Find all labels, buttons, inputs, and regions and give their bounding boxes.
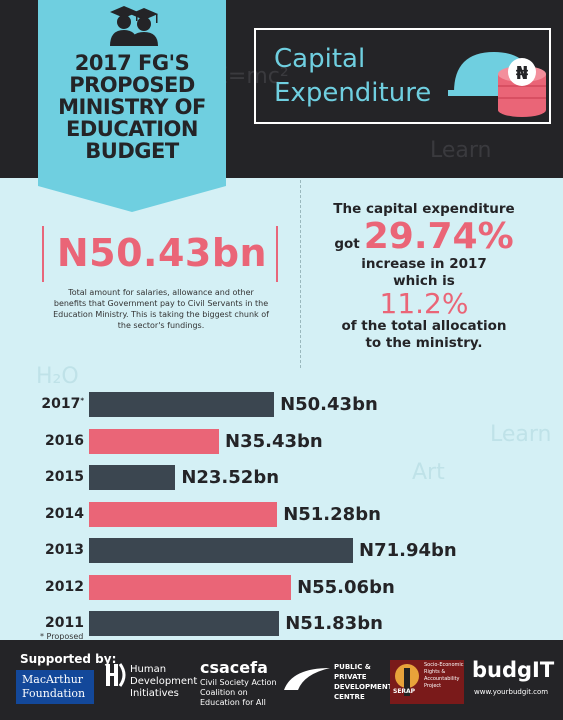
- proposed-note: * Proposed: [40, 632, 84, 641]
- csacefa-logo: csacefa: [200, 658, 268, 677]
- bg-scribble: Learn: [490, 422, 552, 447]
- serap-emblem-icon: [395, 664, 419, 696]
- capital-stat-line: to the ministry.: [365, 335, 483, 351]
- capital-title-line: Expenditure: [274, 78, 432, 108]
- serap-label: SERAP: [393, 688, 416, 695]
- serap-logo: [390, 660, 464, 704]
- bg-scribble: H₂O: [36, 364, 79, 389]
- capital-expenditure-box: Capital Expenditure ₦: [254, 28, 551, 124]
- salaries-description: Total amount for salaries, allowance and…: [53, 288, 269, 330]
- csacefa-name: Civil Society Action Coalition on Educat…: [200, 678, 277, 707]
- bar-value-label: N71.94bn: [359, 540, 457, 561]
- capital-stat-line: The capital expenditure: [333, 201, 515, 217]
- year-label: 2014: [45, 505, 84, 522]
- title-line: EDUCATION: [66, 117, 198, 141]
- bar: [89, 465, 176, 490]
- capital-increase-percent: 29.74%: [363, 216, 514, 257]
- year-label: 2017*: [41, 396, 84, 412]
- title-line: 2017 FG'S: [74, 51, 190, 75]
- page-title: 2017 FG'S PROPOSED MINISTRY OF EDUCATION…: [38, 52, 226, 162]
- year-label: 2013: [45, 542, 84, 558]
- year-label: 2011: [45, 615, 84, 631]
- bar: [89, 428, 220, 454]
- budgit-logo: budgIT: [472, 658, 555, 682]
- bar: [89, 611, 280, 636]
- bg-scribble: Learn: [430, 138, 492, 163]
- capital-share-percent: 11.2%: [379, 287, 469, 320]
- bar: [89, 574, 292, 600]
- title-line: BUDGET: [85, 139, 179, 163]
- capital-stat-got: got: [334, 236, 360, 252]
- bar-value-label: N35.43bn: [225, 430, 323, 452]
- budget-bar-chart: 2017* N50.43bn 2016 N35.43bn 2015 N23.52bn 201…: [0, 384, 563, 640]
- bar-value-label: N50.43bn: [280, 394, 378, 415]
- divider: [300, 180, 301, 368]
- capital-title-line: Capital: [274, 44, 366, 74]
- bar-value-label: N23.52bn: [181, 467, 280, 488]
- title-line: MINISTRY OF: [58, 95, 206, 119]
- bar-value-label: N51.28bn: [283, 503, 381, 525]
- year-label: 2012: [45, 578, 84, 595]
- capital-title: Capital Expenditure: [274, 42, 431, 110]
- supported-by-label: Supported by:: [20, 652, 117, 666]
- capital-stat-line: of the total allocation: [341, 318, 507, 334]
- bg-scribble: E=mc²: [214, 64, 289, 89]
- serap-name: Socio-Economic Rights & Accountability P…: [424, 662, 464, 689]
- bar: [89, 501, 278, 527]
- ppdc-name: PUBLIC & PRIVATE DEVELOPMENT CENTRE: [334, 663, 393, 701]
- bar: [89, 538, 354, 563]
- bar: [89, 392, 275, 417]
- naira-symbol: ₦: [516, 63, 529, 84]
- graduates-icon: [110, 6, 158, 46]
- footer: Supported by: MacArthur Foundation Human…: [0, 640, 563, 720]
- bar-value-label: N51.83bn: [285, 613, 383, 634]
- bar-value-label: N55.06bn: [297, 576, 395, 598]
- hdi-name: Human Development Initiatives: [130, 664, 198, 699]
- bg-scribble: Art: [412, 460, 445, 485]
- title-line: PROPOSED: [69, 73, 195, 97]
- year-label: 2015: [45, 469, 84, 485]
- capital-stat: The capital expenditure got 29.74% incre…: [304, 200, 544, 352]
- capital-stat-line: which is: [393, 273, 455, 289]
- hardhat-coins-icon: ₦: [448, 52, 546, 117]
- capital-stat-line: increase in 2017: [361, 256, 487, 272]
- macarthur-logo: MacArthur Foundation: [16, 670, 94, 704]
- budgit-url: www.yourbudgit.com: [474, 688, 549, 696]
- ppdc-logo-icon: [284, 668, 330, 690]
- salaries-amount: N50.43bn: [56, 231, 268, 275]
- salaries-stat: N50.43bn: [42, 226, 278, 282]
- year-label: 2016: [45, 432, 84, 449]
- hdi-logo-icon: [106, 663, 126, 687]
- title-banner: 2017 FG'S PROPOSED MINISTRY OF EDUCATION…: [38, 0, 226, 212]
